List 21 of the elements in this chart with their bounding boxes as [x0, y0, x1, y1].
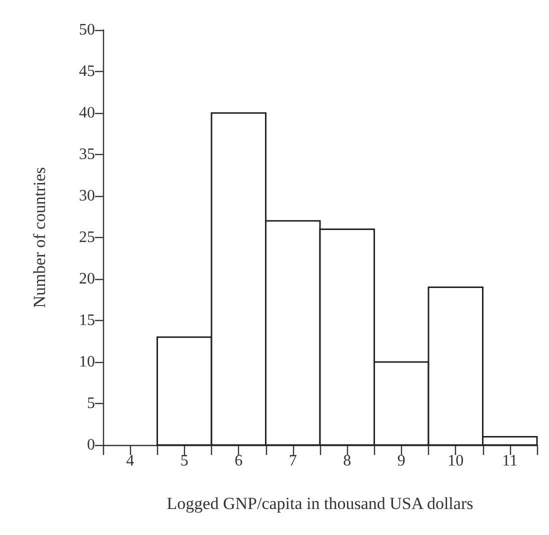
- x-tick-label: 5: [180, 452, 188, 470]
- y-tick-label: 15: [79, 312, 95, 329]
- x-tick-label: 7: [288, 452, 297, 470]
- x-tick-label: 11: [502, 452, 518, 470]
- x-tick-label: 4: [126, 452, 134, 470]
- y-tick-label: 20: [79, 270, 95, 288]
- x-tick-label: 10: [448, 452, 464, 470]
- y-tick-label: 0: [87, 436, 95, 454]
- y-tick-label: 35: [79, 146, 95, 163]
- y-axis-title: Number of countries: [30, 167, 49, 308]
- y-tick-label: 45: [79, 63, 95, 80]
- y-tick-label: 25: [79, 229, 95, 246]
- y-tick-label: 30: [79, 188, 95, 204]
- y-tick-label: 5: [87, 395, 95, 412]
- y-tick-label: 10: [79, 354, 95, 370]
- x-tick-label: 9: [397, 452, 406, 470]
- x-tick-label: 6: [234, 452, 243, 470]
- y-tick-label: 50: [79, 22, 95, 38]
- y-tick-label: 40: [79, 104, 95, 122]
- x-axis-title: Logged GNP/capita in thousand USA dollars: [166, 494, 474, 513]
- x-tick-label: 8: [343, 452, 352, 470]
